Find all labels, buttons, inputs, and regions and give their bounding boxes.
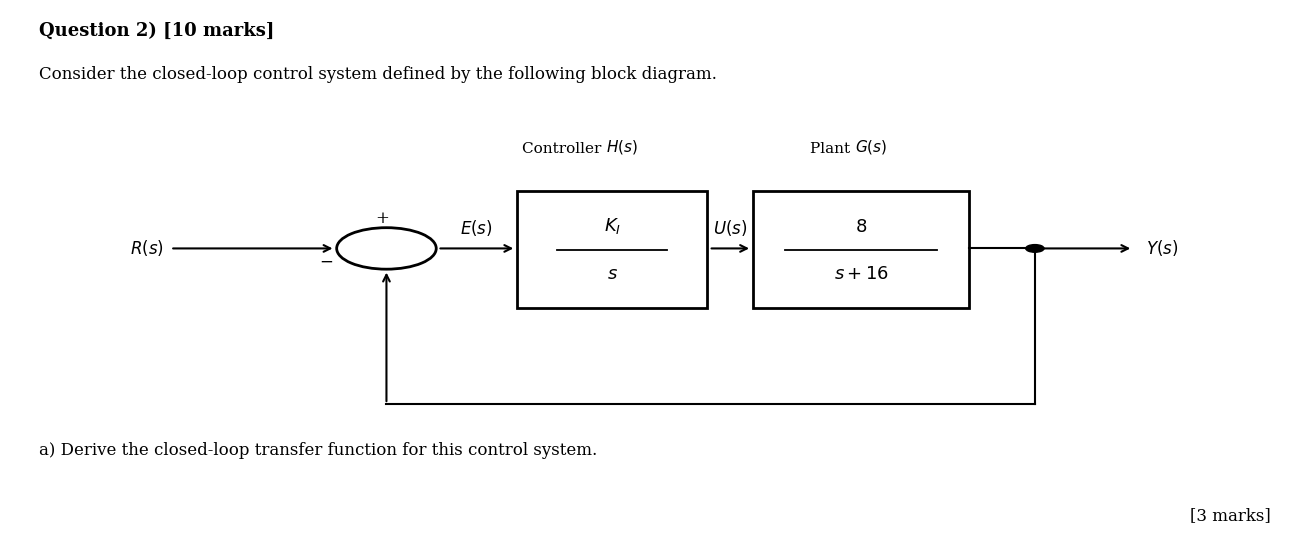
Text: Consider the closed-loop control system defined by the following block diagram.: Consider the closed-loop control system … bbox=[39, 66, 717, 82]
Text: $s$: $s$ bbox=[607, 265, 618, 283]
Text: Question 2) [10 marks]: Question 2) [10 marks] bbox=[39, 22, 275, 40]
Text: Controller: Controller bbox=[521, 141, 605, 156]
Text: Plant: Plant bbox=[810, 141, 854, 156]
Text: $R(s)$: $R(s)$ bbox=[130, 239, 164, 258]
Text: −: − bbox=[318, 254, 333, 271]
Text: [3 marks]: [3 marks] bbox=[1189, 507, 1271, 524]
Text: a) Derive the closed-loop transfer function for this control system.: a) Derive the closed-loop transfer funct… bbox=[39, 442, 597, 459]
Text: $H(s)$: $H(s)$ bbox=[605, 138, 638, 156]
Text: $Y(s)$: $Y(s)$ bbox=[1146, 239, 1179, 258]
Text: $8$: $8$ bbox=[855, 218, 867, 236]
Circle shape bbox=[1026, 245, 1044, 252]
Text: $G(s)$: $G(s)$ bbox=[854, 138, 887, 156]
Text: $E(s)$: $E(s)$ bbox=[461, 217, 493, 238]
Bar bbox=[753, 191, 969, 308]
Text: +: + bbox=[376, 210, 389, 227]
Bar bbox=[517, 191, 707, 308]
Text: $s+16$: $s+16$ bbox=[833, 265, 889, 283]
Text: $U(s)$: $U(s)$ bbox=[713, 217, 748, 238]
Text: $K_I$: $K_I$ bbox=[604, 216, 621, 236]
